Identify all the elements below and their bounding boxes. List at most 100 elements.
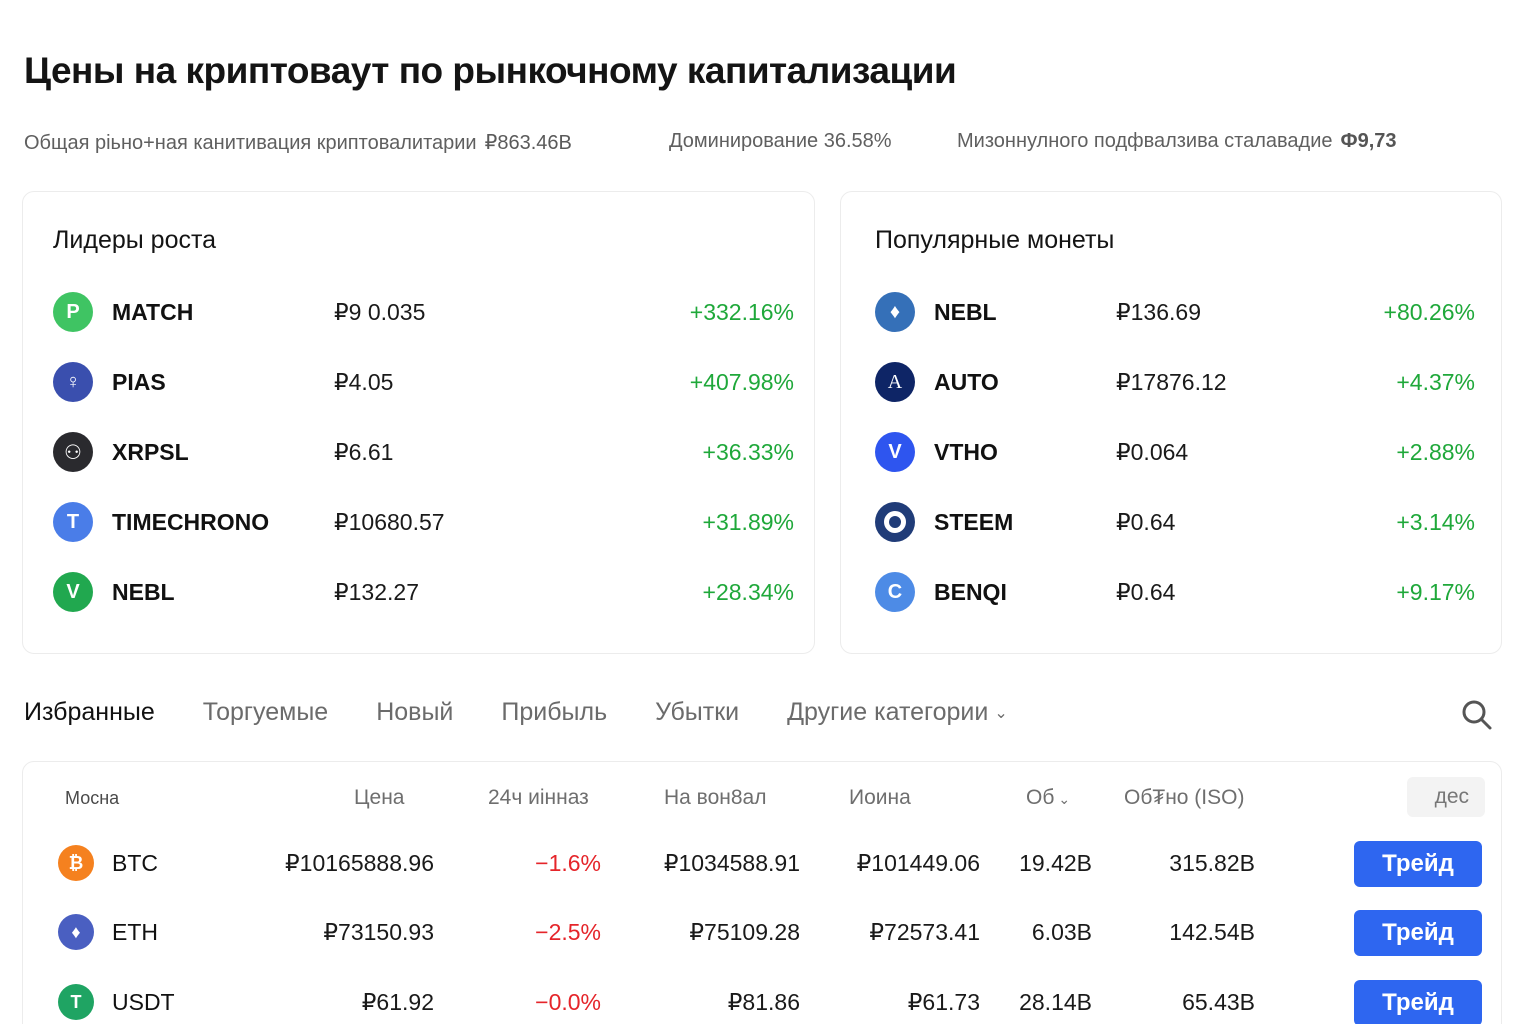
coin-change: +407.98%: [689, 368, 794, 395]
change-cell: −2.5%: [535, 919, 601, 945]
popular-row[interactable]: STEEM ₽0.64 +3.14%: [875, 500, 1475, 544]
volume-cell: 6.03B: [1031, 919, 1092, 945]
ethereum-logo-icon: ♦: [58, 914, 94, 950]
tab-gainers[interactable]: Прибыль: [501, 698, 608, 726]
gainer-row[interactable]: ⚇ XRPSL ₽6.61 +36.33%: [53, 430, 794, 474]
stat-market-cap: Общая рiьно+ная канитивация криптовалита…: [24, 130, 669, 155]
gainer-row[interactable]: V NEBL ₽132.27 +28.34%: [53, 570, 794, 614]
gainer-row[interactable]: P MATCH ₽9 0.035 +332.16%: [53, 290, 794, 334]
coin-symbol: TIMECHRONO: [112, 508, 270, 535]
chevron-down-icon: ⌄: [994, 705, 1008, 723]
trade-button[interactable]: Трейд: [1354, 841, 1482, 887]
col-header-coin[interactable]: Мосна: [65, 788, 120, 808]
volume-iso-cell: 315.82B: [1169, 850, 1255, 876]
col-label: Об: [1026, 786, 1055, 809]
change-cell: −0.0%: [535, 989, 601, 1015]
popular-title: Популярные монеты: [875, 226, 1115, 254]
high-cell: ₽75109.28: [689, 919, 800, 945]
tab-losers[interactable]: Убытки: [655, 698, 740, 726]
tab-other-categories[interactable]: Другие категории ⌄: [787, 698, 1008, 727]
coin-change: +36.33%: [702, 438, 794, 465]
coin-change: +9.17%: [1396, 578, 1475, 605]
high-cell: ₽81.86: [727, 989, 800, 1015]
coin-change: +3.14%: [1396, 508, 1475, 535]
table-row[interactable]: ₿ BTC ₽10165888.96 −1.6% ₽1034588.91 ₽10…: [23, 839, 1501, 889]
coin-price: ₽0.64: [1116, 578, 1176, 605]
coin-change: +2.88%: [1396, 438, 1475, 465]
tab-traded[interactable]: Торгуемые: [202, 698, 329, 726]
stat-third: Мизоннулного подфвалзива сталавадие Ф9,7…: [957, 130, 1397, 155]
tab-new[interactable]: Новый: [376, 698, 454, 726]
volume-cell: 19.42B: [1019, 850, 1092, 876]
popular-card: Популярные монеты ♦ NEBL ₽136.69 +80.26%…: [840, 191, 1502, 654]
popular-row[interactable]: V VTHO ₽0.064 +2.88%: [875, 430, 1475, 474]
volume-cell: 28.14B: [1019, 989, 1092, 1015]
coin-price: ₽132.27: [334, 578, 419, 605]
popular-row[interactable]: C BENQI ₽0.64 +9.17%: [875, 570, 1475, 614]
pias-logo-icon: ♀: [53, 362, 93, 402]
low-cell: ₽101449.06: [856, 850, 980, 876]
stat-dominance: Доминирование 36.58%: [669, 130, 957, 155]
popular-row[interactable]: A AUTO ₽17876.12 +4.37%: [875, 360, 1475, 404]
coin-price: ₽0.64: [1116, 508, 1176, 535]
c-letter-icon: C: [875, 572, 915, 612]
currency-toggle[interactable]: дес: [1407, 777, 1485, 817]
coin-price: ₽9 0.035: [334, 298, 426, 325]
trade-button[interactable]: Трейд: [1354, 910, 1482, 956]
coin-price: ₽17876.12: [1116, 368, 1227, 395]
coin-symbol: PIAS: [112, 368, 166, 395]
coin-change: +28.34%: [702, 578, 794, 605]
col-header-change[interactable]: 24ч иiнназ: [488, 786, 589, 809]
volume-iso-cell: 142.54B: [1169, 919, 1255, 945]
low-cell: ₽72573.41: [869, 919, 980, 945]
coin-symbol: VTHO: [934, 438, 998, 465]
gainers-card: Лидеры роста P MATCH ₽9 0.035 +332.16% ♀…: [22, 191, 815, 654]
coin-symbol: STEEM: [934, 508, 1014, 535]
col-header-volume-iso[interactable]: Об₮но (ISO): [1124, 786, 1245, 809]
coin-symbol: NEBL: [934, 298, 997, 325]
high-cell: ₽1034588.91: [663, 850, 800, 876]
p-letter-icon: P: [53, 292, 93, 332]
ethereum-logo-icon: ♦: [875, 292, 915, 332]
col-header-high[interactable]: На вон8ал: [664, 786, 767, 809]
stat-label: Общая рiьно+ная канитивация криптовалита…: [24, 132, 477, 154]
col-header-volume[interactable]: Об ⌄: [1026, 786, 1070, 810]
coin-change: +31.89%: [702, 508, 794, 535]
market-table: Мосна Цена 24ч иiнназ На вон8ал Иоина Об…: [22, 761, 1502, 1024]
coin-change: +80.26%: [1383, 298, 1475, 325]
xrpsl-logo-icon: ⚇: [53, 432, 93, 472]
stat-label: Мизоннулного подфвалзива сталавадие: [957, 130, 1333, 152]
search-button[interactable]: [1460, 698, 1494, 732]
gainer-row[interactable]: T TIMECHRONO ₽10680.57 +31.89%: [53, 500, 794, 544]
t-letter-icon: T: [53, 502, 93, 542]
gainers-title: Лидеры роста: [53, 226, 217, 254]
table-row[interactable]: ♦ ETH ₽73150.93 −2.5% ₽75109.28 ₽72573.4…: [23, 908, 1501, 958]
market-stats: Общая рiьно+ная канитивация криптовалита…: [24, 130, 1397, 155]
col-header-low[interactable]: Иоина: [849, 786, 911, 809]
low-cell: ₽61.73: [907, 989, 980, 1015]
trade-button[interactable]: Трейд: [1354, 980, 1482, 1024]
change-cell: −1.6%: [535, 850, 601, 876]
coin-symbol: AUTO: [934, 368, 999, 395]
page-title: Цены на криптоваут по рынкочному капитал…: [24, 50, 957, 91]
coin-symbol: MATCH: [112, 298, 194, 325]
coin-change: +332.16%: [689, 298, 794, 325]
coin-price: ₽4.05: [334, 368, 394, 395]
tab-favorites[interactable]: Избранные: [24, 698, 155, 726]
search-icon: [1462, 700, 1492, 730]
tab-label: Другие категории: [787, 698, 989, 726]
v-letter-icon: V: [53, 572, 93, 612]
col-header-price[interactable]: Цена: [354, 786, 405, 809]
coin-price: ₽10680.57: [334, 508, 445, 535]
coin-symbol: USDT: [112, 989, 175, 1015]
chevron-down-icon: ⌄: [1058, 791, 1071, 807]
tether-logo-icon: T: [58, 984, 94, 1020]
bitcoin-logo-icon: ₿: [58, 845, 94, 881]
gainer-row[interactable]: ♀ PIAS ₽4.05 +407.98%: [53, 360, 794, 404]
coin-price: ₽0.064: [1116, 438, 1189, 465]
a-letter-icon: A: [875, 362, 915, 402]
popular-row[interactable]: ♦ NEBL ₽136.69 +80.26%: [875, 290, 1475, 334]
coin-price: ₽136.69: [1116, 298, 1201, 325]
price-cell: ₽73150.93: [323, 919, 434, 945]
table-row[interactable]: T USDT ₽61.92 −0.0% ₽81.86 ₽61.73 28.14B…: [23, 978, 1501, 1024]
